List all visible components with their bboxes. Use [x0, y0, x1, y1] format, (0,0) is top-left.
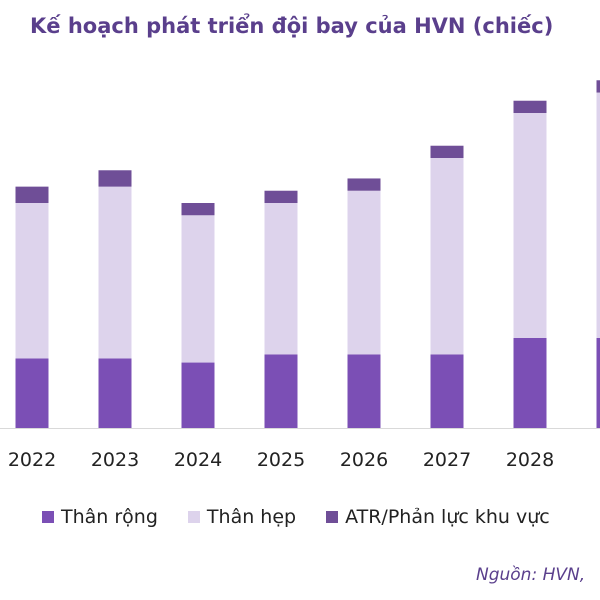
bar-narrow-body-2027: [430, 158, 464, 355]
bar-regional-2027: [430, 145, 464, 158]
bar-wide-body-2028: [513, 338, 547, 428]
bar-wide-body-2022: [15, 358, 49, 428]
legend-item-regional: ATR/Phản lực khu vực: [326, 506, 550, 528]
bar-wide-body-2: [596, 338, 600, 428]
bar-regional-2024: [181, 203, 215, 216]
legend-label-narrow-body: Thân hẹp: [206, 506, 297, 528]
x-tick-label: 2027: [423, 449, 471, 471]
bar-wide-body-2027: [430, 354, 464, 428]
bar-regional-2025: [264, 190, 298, 203]
bar-narrow-body-2022: [15, 203, 49, 359]
bar-narrow-body-2025: [264, 203, 298, 355]
chart-title: Kế hoạch phát triển đội bay của HVN (chi…: [30, 14, 554, 38]
bar-narrow-body-2023: [98, 186, 132, 359]
bar-regional-2023: [98, 170, 132, 187]
bar-regional-2022: [15, 186, 49, 203]
x-tick-label: 2023: [91, 449, 139, 471]
bar-wide-body-2024: [181, 362, 215, 428]
bar-wide-body-2023: [98, 358, 132, 428]
legend-swatch-regional: [326, 511, 339, 523]
bar-wide-body-2026: [347, 354, 381, 428]
bar-narrow-body-2024: [181, 215, 215, 363]
bar-narrow-body-2028: [513, 113, 547, 338]
bar-regional-2: [596, 80, 600, 93]
legend-swatch-narrow-body: [187, 511, 200, 523]
legend-item-narrow-body: Thân hẹp: [187, 506, 297, 528]
source-note: Nguồn: HVN,: [476, 565, 586, 585]
legend-swatch-wide-body: [42, 511, 54, 523]
bar-narrow-body-2026: [347, 190, 381, 355]
legend: Thân rộng Thân hẹp ATR/Phản lực khu vực: [42, 506, 580, 528]
x-tick-label: 2022: [8, 449, 56, 471]
bar-wide-body-2025: [264, 354, 298, 428]
legend-label-regional: ATR/Phản lực khu vực: [345, 506, 550, 528]
x-tick-label: 2028: [506, 449, 554, 471]
bar-narrow-body-2: [596, 92, 600, 338]
bar-regional-2028: [513, 100, 547, 113]
x-tick-label: 2025: [257, 449, 305, 471]
x-tick-label: 2026: [340, 449, 388, 471]
legend-label-wide-body: Thân rộng: [61, 506, 158, 528]
legend-item-wide-body: Thân rộng: [42, 506, 158, 528]
bar-regional-2026: [347, 178, 381, 191]
x-tick-label: 2024: [174, 449, 222, 471]
